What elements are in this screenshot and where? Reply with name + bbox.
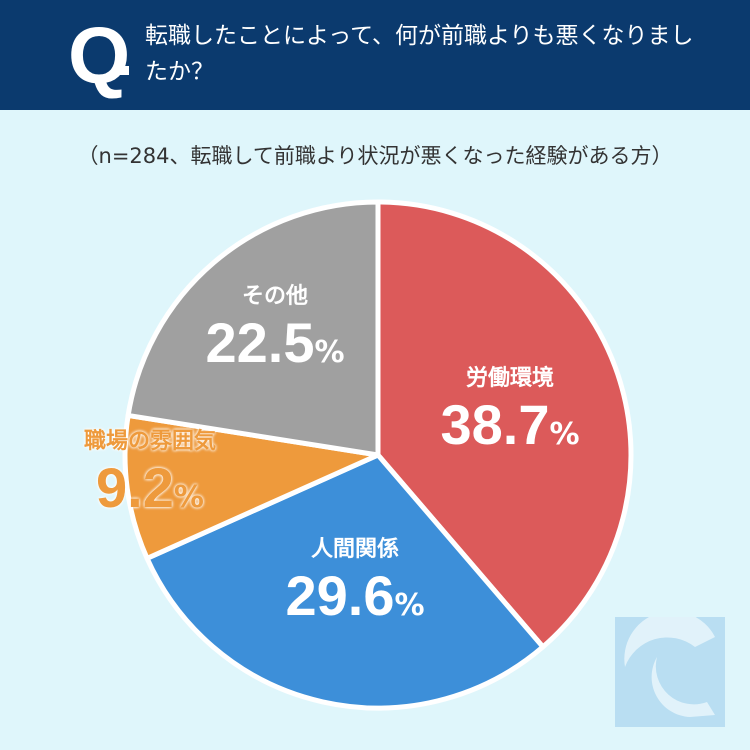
slice-unit: %	[314, 335, 345, 370]
label-slice-3: その他 22.5%	[180, 283, 370, 375]
brand-logo	[615, 617, 725, 727]
slice-unit: %	[549, 417, 580, 452]
slice-value: 38.7	[440, 393, 550, 456]
header: Q 転職したことによって、何が前職よりも悪くなりましたか？	[0, 0, 750, 110]
pie-slice-3	[125, 199, 381, 458]
pie-slice-0	[375, 199, 634, 650]
slice-value: 9.2	[96, 456, 174, 519]
label-slice-0: 労働環境 38.7%	[420, 365, 600, 457]
slice-label: 労働環境	[465, 366, 554, 391]
slice-label: 人間関係	[310, 537, 399, 562]
pie-slice-1	[144, 452, 546, 711]
q-dot	[120, 66, 129, 75]
sample-note: （n=284、転職して前職より状況が悪くなった経験がある方）	[77, 144, 673, 168]
question-title: 転職したことによって、何が前職よりも悪くなりましたか？	[145, 23, 694, 85]
slice-label: 職場の雰囲気	[83, 429, 216, 454]
q-mark: Q	[68, 11, 131, 100]
pie-slice-2	[122, 412, 381, 561]
label-slice-1: 人間関係 29.6%	[255, 536, 455, 628]
slice-label: その他	[241, 284, 308, 309]
slice-unit: %	[173, 480, 204, 515]
slice-value: 29.6	[285, 564, 395, 627]
label-slice-2: 職場の雰囲気 9.2%	[60, 428, 240, 520]
slice-value: 22.5	[205, 311, 315, 374]
slice-unit: %	[394, 588, 425, 623]
